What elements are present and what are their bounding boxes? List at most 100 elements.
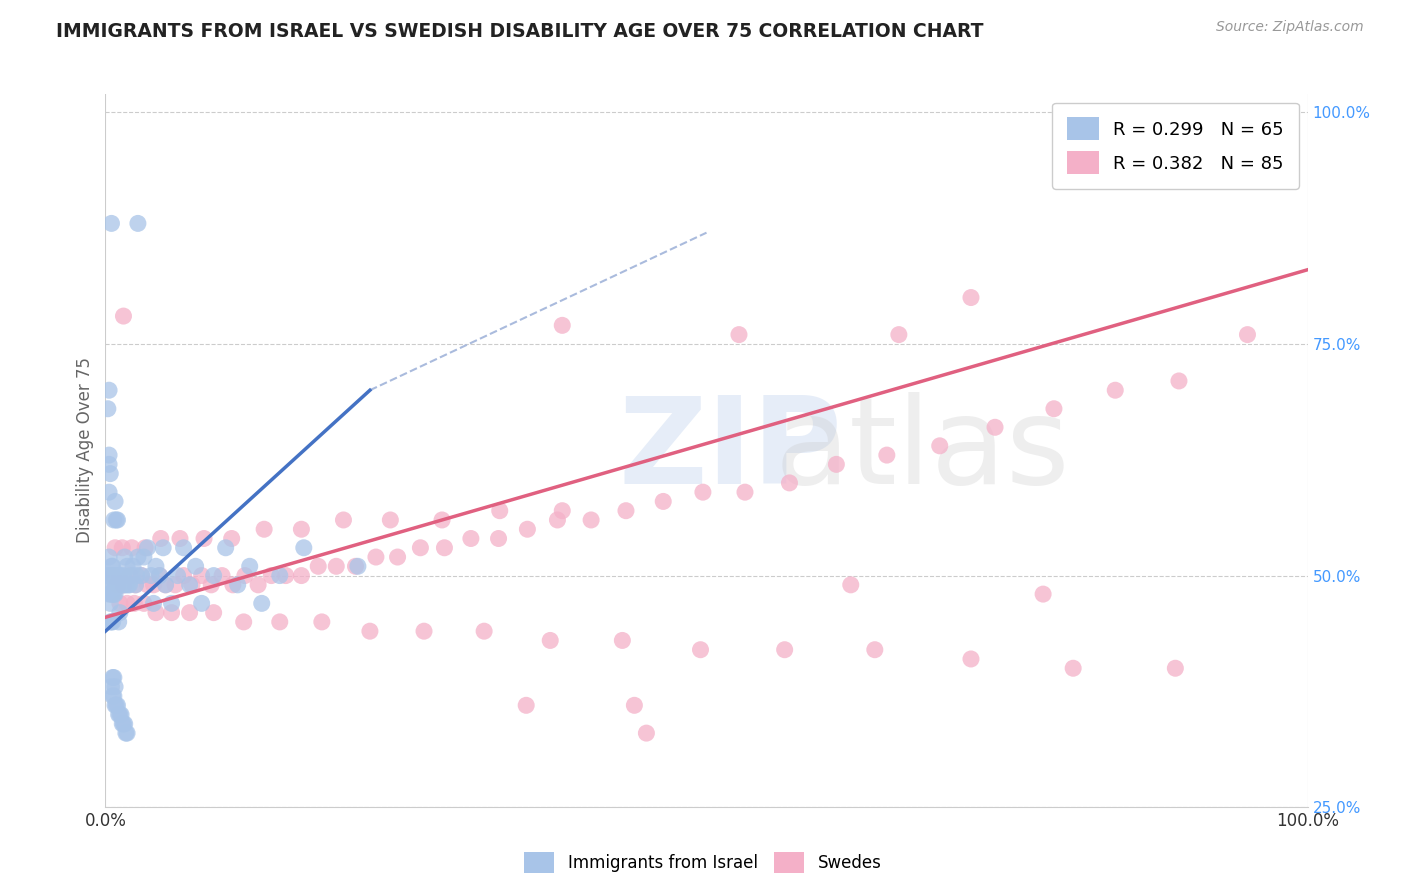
Point [179, 578, 201, 592]
Point [98, 615, 121, 629]
Point [101, 559, 124, 574]
Point [103, 578, 125, 592]
Point [689, 642, 711, 657]
Point [98, 587, 121, 601]
Text: Source: ZipAtlas.com: Source: ZipAtlas.com [1216, 20, 1364, 34]
Point [250, 596, 273, 610]
Point [122, 559, 145, 574]
Legend: Immigrants from Israel, Swedes: Immigrants from Israel, Swedes [517, 846, 889, 880]
Point [134, 541, 156, 555]
Point [344, 559, 367, 574]
Point [105, 578, 128, 592]
Point [387, 549, 409, 564]
Point [97, 401, 120, 416]
Point [472, 624, 495, 639]
Point [98, 485, 121, 500]
Point [111, 716, 134, 731]
Point [515, 698, 537, 713]
Point [107, 568, 129, 582]
Point [105, 513, 128, 527]
Point [928, 439, 950, 453]
Point [107, 578, 129, 592]
Text: ZIP: ZIP [619, 392, 842, 509]
Point [239, 559, 262, 574]
Text: atlas: atlas [775, 392, 1071, 509]
Point [152, 541, 174, 555]
Point [103, 587, 125, 601]
Point [100, 587, 122, 601]
Point [118, 578, 141, 592]
Point [100, 615, 122, 629]
Point [108, 707, 131, 722]
Point [232, 615, 254, 629]
Point [101, 671, 124, 685]
Point [149, 532, 172, 546]
Point [114, 578, 136, 592]
Point [107, 698, 129, 713]
Point [169, 532, 191, 546]
Point [104, 587, 127, 601]
Point [101, 568, 124, 582]
Point [332, 513, 354, 527]
Point [98, 383, 121, 397]
Point [160, 596, 183, 610]
Point [101, 568, 124, 582]
Point [132, 596, 155, 610]
Point [139, 568, 162, 582]
Point [114, 716, 136, 731]
Point [124, 596, 146, 610]
Point [125, 568, 148, 582]
Point [190, 568, 212, 582]
Point [115, 559, 138, 574]
Point [488, 532, 510, 546]
Point [100, 559, 122, 574]
Point [103, 689, 125, 703]
Point [290, 568, 312, 582]
Point [173, 541, 195, 555]
Point [105, 578, 128, 592]
Point [311, 615, 333, 629]
Point [121, 541, 143, 555]
Point [409, 541, 432, 555]
Point [155, 578, 177, 592]
Point [165, 578, 187, 592]
Point [636, 726, 658, 740]
Point [115, 596, 138, 610]
Legend: R = 0.299   N = 65, R = 0.382   N = 85: R = 0.299 N = 65, R = 0.382 N = 85 [1052, 103, 1299, 189]
Point [551, 504, 574, 518]
Point [107, 615, 129, 629]
Point [612, 633, 634, 648]
Point [127, 216, 149, 230]
Point [247, 578, 270, 592]
Point [1164, 661, 1187, 675]
Point [863, 642, 886, 657]
Point [100, 216, 122, 230]
Point [1236, 327, 1258, 342]
Point [292, 541, 315, 555]
Point [98, 596, 121, 610]
Point [1043, 401, 1066, 416]
Point [546, 513, 568, 527]
Point [181, 578, 204, 592]
Point [108, 606, 131, 620]
Point [145, 559, 167, 574]
Point [202, 606, 225, 620]
Point [984, 420, 1007, 434]
Point [107, 578, 129, 592]
Point [260, 568, 283, 582]
Point [274, 568, 297, 582]
Point [839, 578, 862, 592]
Point [124, 578, 146, 592]
Point [112, 578, 135, 592]
Point [226, 578, 249, 592]
Point [118, 568, 141, 582]
Point [516, 522, 538, 536]
Point [460, 532, 482, 546]
Point [98, 467, 121, 481]
Point [98, 549, 121, 564]
Point [97, 568, 120, 582]
Point [104, 578, 127, 592]
Point [98, 448, 121, 462]
Point [103, 671, 125, 685]
Point [132, 549, 155, 564]
